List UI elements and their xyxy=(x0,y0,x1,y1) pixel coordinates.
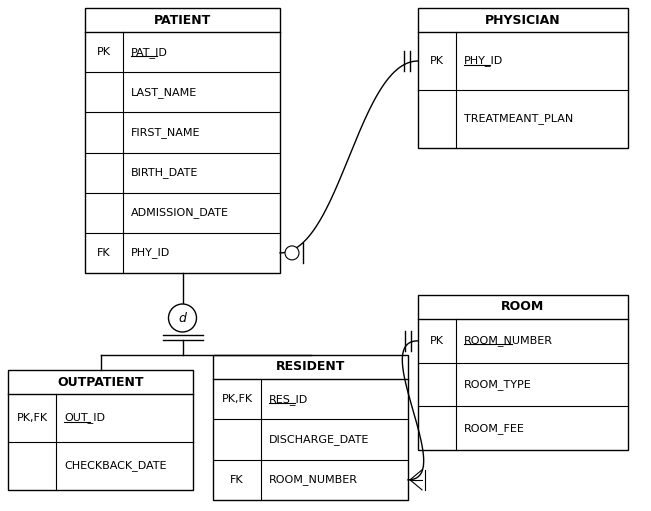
Text: CHECKBACK_DATE: CHECKBACK_DATE xyxy=(64,460,167,472)
Text: PHYSICIAN: PHYSICIAN xyxy=(485,13,561,27)
Text: ROOM_FEE: ROOM_FEE xyxy=(464,423,525,434)
Text: RES_ID: RES_ID xyxy=(269,393,309,405)
Text: PAT_ID: PAT_ID xyxy=(131,47,168,58)
Text: RESIDENT: RESIDENT xyxy=(276,360,345,374)
Text: ROOM: ROOM xyxy=(501,300,545,314)
Text: ADMISSION_DATE: ADMISSION_DATE xyxy=(131,207,229,218)
Text: LAST_NAME: LAST_NAME xyxy=(131,87,197,98)
Text: ROOM_TYPE: ROOM_TYPE xyxy=(464,379,532,390)
Bar xyxy=(418,8,628,148)
Text: d: d xyxy=(178,312,186,324)
Circle shape xyxy=(169,304,197,332)
Bar xyxy=(8,370,193,490)
Text: PK: PK xyxy=(430,336,444,346)
Text: PK,FK: PK,FK xyxy=(221,394,253,404)
Text: TREATMEANT_PLAN: TREATMEANT_PLAN xyxy=(464,113,574,125)
Text: PK: PK xyxy=(97,47,111,57)
Text: FIRST_NAME: FIRST_NAME xyxy=(131,127,201,138)
Bar xyxy=(213,355,408,500)
Text: PHY_ID: PHY_ID xyxy=(464,56,503,66)
Text: FK: FK xyxy=(97,248,111,258)
Text: OUT_ID: OUT_ID xyxy=(64,412,105,424)
Circle shape xyxy=(285,246,299,260)
Bar xyxy=(85,8,280,273)
Text: BIRTH_DATE: BIRTH_DATE xyxy=(131,167,199,178)
Text: OUTPATIENT: OUTPATIENT xyxy=(57,376,144,388)
Text: PHY_ID: PHY_ID xyxy=(131,247,171,259)
Text: DISCHARGE_DATE: DISCHARGE_DATE xyxy=(269,434,369,445)
Text: PATIENT: PATIENT xyxy=(154,13,211,27)
Text: ROOM_NUMBER: ROOM_NUMBER xyxy=(464,335,553,346)
Bar xyxy=(418,295,628,450)
Text: FK: FK xyxy=(230,475,244,485)
Text: ROOM_NUMBER: ROOM_NUMBER xyxy=(269,474,358,485)
Text: PK,FK: PK,FK xyxy=(16,413,48,423)
Text: PK: PK xyxy=(430,56,444,66)
